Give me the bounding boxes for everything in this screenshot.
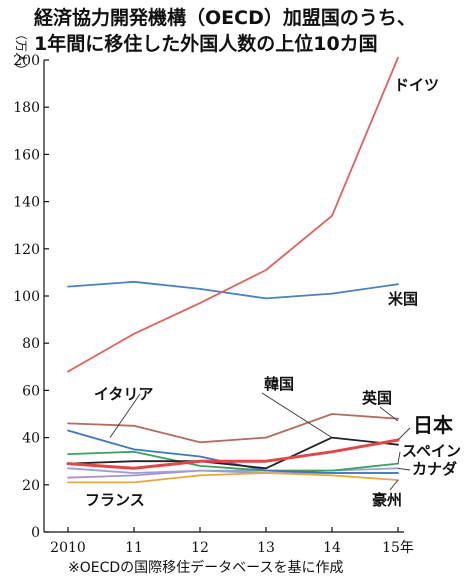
- series-line-uk: [67, 413, 399, 444]
- series-line-germany: [67, 56, 399, 373]
- x-tick-label: 14: [323, 540, 341, 556]
- y-tick-label: 180: [13, 100, 40, 116]
- y-tick-label: 100: [13, 289, 40, 305]
- leader-italy: [109, 393, 141, 438]
- y-tick-label: 160: [13, 147, 40, 163]
- leader-canada: [397, 467, 411, 471]
- x-tick-label: 2010: [50, 540, 86, 556]
- chart-title-line1: 経済協力開発機構（OECD）加盟国のうち、: [34, 6, 416, 29]
- series-label-usa: 米国: [388, 290, 418, 308]
- y-tick-label: 140: [13, 195, 40, 211]
- y-tick-label: 40: [22, 431, 40, 447]
- x-tick-label: 12: [191, 540, 209, 556]
- footnote: ※OECDの国際移住データベースを基に作成: [68, 559, 343, 576]
- plot-area: 0 20 40 60 80 100 120 140 160 180 200 2010 11 12 13 14…: [13, 53, 414, 556]
- y-tick-label: 60: [22, 383, 40, 399]
- chart-title-line2: 1年間に移住した外国人数の上位10カ国: [34, 32, 378, 55]
- x-tick-label: 15年: [382, 540, 414, 556]
- series-label-italy: イタリア: [94, 385, 153, 403]
- x-tick-label: 11: [125, 540, 143, 556]
- series-line-spain: [67, 450, 399, 472]
- x-tick-label: 13: [257, 540, 275, 556]
- series-line-japan: [66, 438, 400, 470]
- y-tick-label: 20: [22, 478, 40, 494]
- series-label-france: フランス: [85, 491, 145, 509]
- leader-korea: [261, 392, 333, 438]
- y-tick-label: 0: [31, 525, 40, 541]
- series-label-korea: 韓国: [264, 375, 294, 393]
- series-label-canada: カナダ: [412, 460, 457, 478]
- series-lines: [66, 56, 400, 484]
- y-tick-label: 200: [13, 53, 40, 69]
- series-label-japan: 日本: [413, 413, 453, 437]
- y-tick-label: 80: [22, 336, 40, 352]
- series-label-uk: 英国: [362, 389, 392, 407]
- leader-australia: [389, 479, 399, 491]
- series-line-korea: [67, 436, 399, 470]
- leader-japan: [397, 427, 411, 441]
- y-tick-label: 120: [13, 242, 40, 258]
- series-label-australia: 豪州: [372, 491, 402, 509]
- series-label-germany: ドイツ: [394, 76, 439, 94]
- series-line-australia: [67, 472, 399, 484]
- y-ticks: 0 20 40 60 80 100 120 140 160 180 200: [13, 53, 49, 541]
- leader-uk: [379, 406, 399, 422]
- label-leaders: [109, 392, 411, 491]
- series-label-spain: スペイン: [402, 442, 461, 460]
- y-axis-unit: （万人）: [14, 28, 28, 76]
- leader-spain: [397, 451, 401, 464]
- series-line-usa: [67, 280, 399, 300]
- series-labels: ドイツ 米国 英国 韓国 日本 イタリア スペイン カナダ 豪州 フランス: [85, 76, 461, 509]
- x-ticks: 2010 11 12 13 14 15年: [50, 527, 414, 556]
- series-line-italy: [67, 429, 399, 474]
